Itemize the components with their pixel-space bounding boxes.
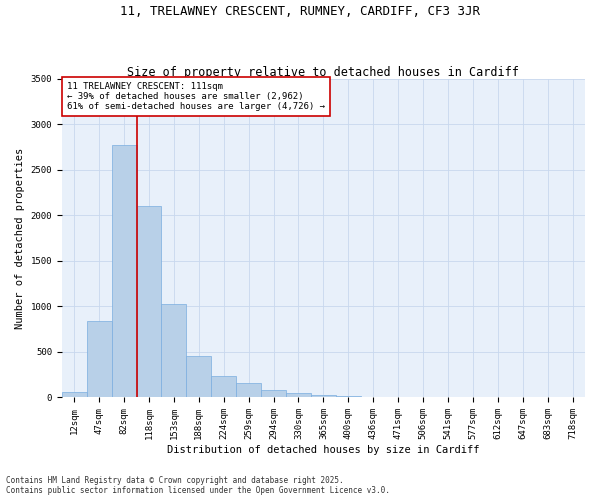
Bar xyxy=(261,390,286,398)
Bar xyxy=(236,384,261,398)
Text: 11, TRELAWNEY CRESCENT, RUMNEY, CARDIFF, CF3 3JR: 11, TRELAWNEY CRESCENT, RUMNEY, CARDIFF,… xyxy=(120,5,480,18)
Bar xyxy=(211,376,236,398)
X-axis label: Distribution of detached houses by size in Cardiff: Distribution of detached houses by size … xyxy=(167,445,479,455)
Bar xyxy=(336,396,361,398)
Bar xyxy=(311,394,336,398)
Bar xyxy=(161,304,187,398)
Y-axis label: Number of detached properties: Number of detached properties xyxy=(15,148,25,328)
Text: 11 TRELAWNEY CRESCENT: 111sqm
← 39% of detached houses are smaller (2,962)
61% o: 11 TRELAWNEY CRESCENT: 111sqm ← 39% of d… xyxy=(67,82,325,112)
Bar xyxy=(286,394,311,398)
Text: Contains HM Land Registry data © Crown copyright and database right 2025.
Contai: Contains HM Land Registry data © Crown c… xyxy=(6,476,390,495)
Title: Size of property relative to detached houses in Cardiff: Size of property relative to detached ho… xyxy=(127,66,520,78)
Bar xyxy=(112,145,137,398)
Bar xyxy=(361,396,386,398)
Bar xyxy=(137,206,161,398)
Bar xyxy=(187,356,211,398)
Bar xyxy=(86,321,112,398)
Bar xyxy=(62,392,86,398)
